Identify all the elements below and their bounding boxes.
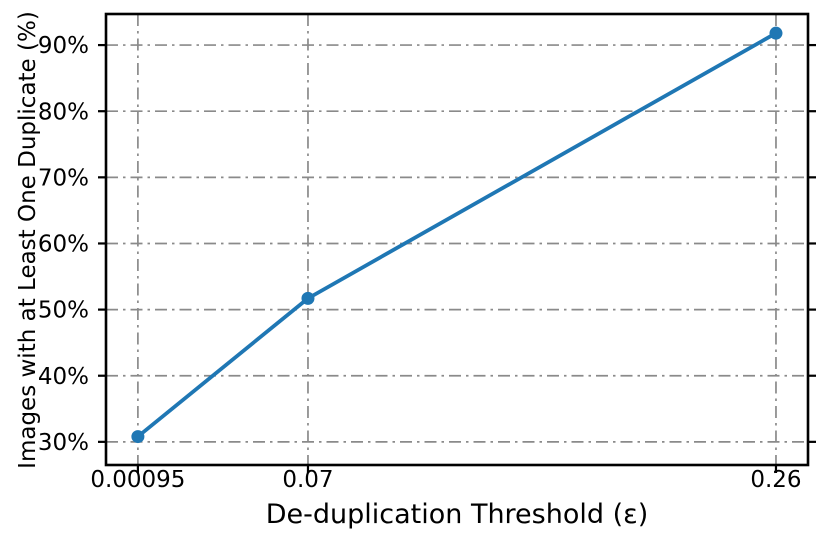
y-axis-title: Images with at Least One Duplicate (%) [15,11,41,469]
x-tick-label: 0.00095 [90,467,185,493]
y-tick-label: 50% [38,298,89,324]
y-tick-label: 30% [38,430,89,456]
data-point-marker [301,291,315,305]
y-tick-label: 80% [38,99,89,125]
x-axis-title: De-duplication Threshold (ε) [265,499,649,530]
x-tick-label: 0.26 [750,467,801,493]
y-tick-label: 60% [38,232,89,258]
y-tick-label: 90% [38,33,89,59]
x-tick-label: 0.07 [282,467,333,493]
y-tick-label: 40% [38,364,89,390]
data-point-marker [769,26,783,40]
data-point-marker [131,430,145,444]
plot-frame [104,12,810,467]
y-tick-label: 70% [38,165,89,191]
